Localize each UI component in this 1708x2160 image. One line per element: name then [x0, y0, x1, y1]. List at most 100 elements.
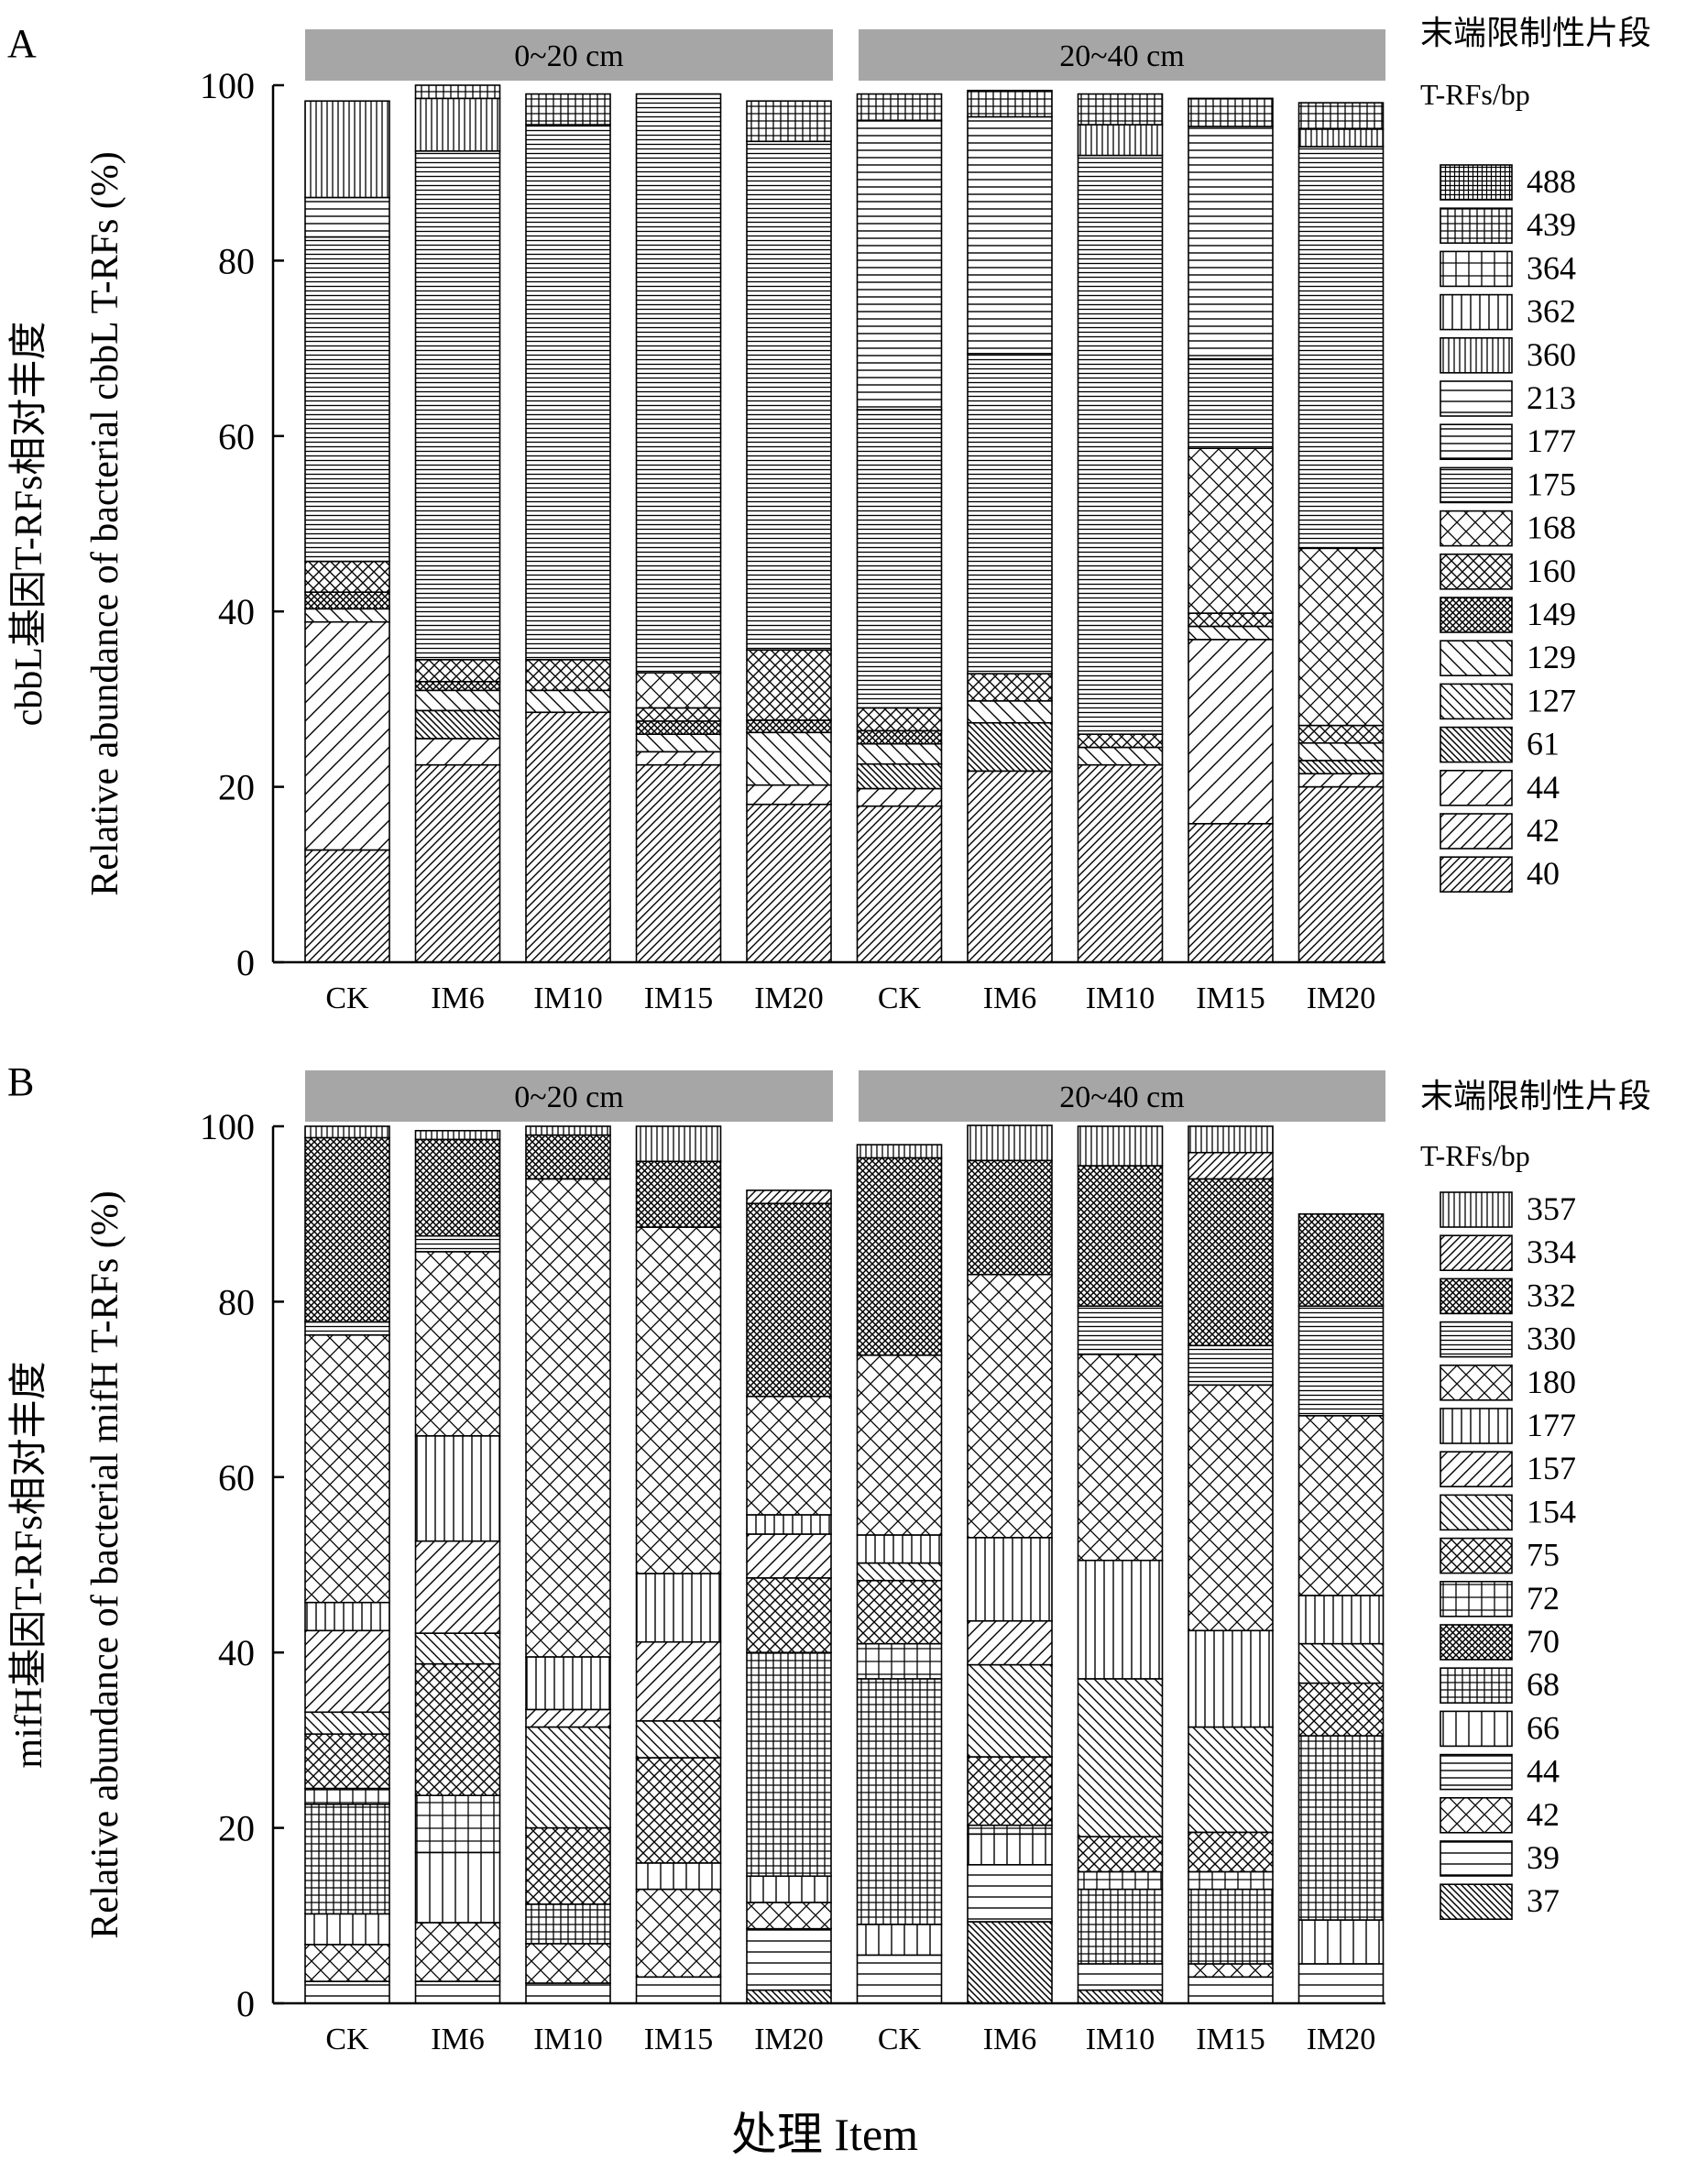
pa-legend-title-cn: 末端限制性片段: [1420, 15, 1651, 51]
pb-bar-4-seg-66: [746, 1875, 832, 1903]
pa-bar-5-seg-175: [856, 409, 943, 709]
pa-bar-9-seg-175: [1297, 146, 1385, 550]
pa-category-label-3: IM15: [644, 981, 714, 1015]
pb-bar-1-seg-72: [414, 1794, 501, 1854]
pa-bar-7-seg-40: [1077, 763, 1164, 963]
pb-ylabel-en: Relative abundance of bacterial mifH T-R…: [84, 1190, 126, 1938]
pb-legend-title-cn: 末端限制性片段: [1420, 1078, 1651, 1114]
pb-legend-swatch-72: [1440, 1581, 1513, 1617]
pb-bar-4-seg-39: [746, 1927, 832, 1991]
pa-legend-swatch-61: [1440, 726, 1513, 763]
pa-bar-8-seg-160: [1188, 612, 1274, 628]
pa-bar-0-seg-44: [304, 620, 390, 851]
pb-bar-7-seg-68: [1077, 1888, 1164, 1965]
pb-bar-7-seg-177: [1077, 1559, 1164, 1680]
pb-legend-swatch-39: [1440, 1840, 1513, 1877]
pa-category-label-9: IM20: [1307, 981, 1376, 1015]
pb-bar-3-seg-75: [635, 1757, 722, 1864]
pb-bar-1-seg-357: [414, 1129, 501, 1141]
pa-legend-label-362: 362: [1527, 293, 1576, 330]
pb-category-label-3: IM15: [644, 2023, 714, 2056]
pb-bar-2-seg-157: [525, 1708, 611, 1728]
pb-bar-8-seg-357: [1188, 1125, 1274, 1154]
pa-legend-label-175: 175: [1527, 466, 1576, 502]
pb-bar-9-seg-180: [1297, 1415, 1385, 1596]
pb-bar-8-seg-68: [1188, 1888, 1274, 1965]
pa-bar-5-seg-149: [856, 729, 943, 745]
pb-bar-8-seg-177: [1188, 1629, 1274, 1728]
pb-bar-6-seg-66: [967, 1833, 1053, 1866]
pb-y-tick-label-1: 20: [218, 1808, 255, 1849]
pb-bar-5-seg-357: [856, 1144, 943, 1159]
pb-legend-label-177: 177: [1527, 1407, 1576, 1443]
pb-bar-0-seg-154: [304, 1711, 390, 1736]
pa-bar-9-seg-439: [1297, 102, 1385, 130]
pa-bar-4-seg-149: [746, 719, 832, 734]
pb-bar-0-seg-177: [304, 1601, 390, 1632]
pa-bar-1-seg-149: [414, 680, 501, 692]
pa-bar-6-seg-160: [967, 673, 1053, 702]
pa-bar-1-seg-360: [414, 97, 501, 152]
pb-legend-label-157: 157: [1527, 1450, 1576, 1486]
pb-bar-6-seg-75: [967, 1756, 1053, 1826]
pa-bar-1-seg-40: [414, 763, 501, 963]
pa-bar-6-seg-61: [967, 721, 1053, 773]
pb-bar-3-seg-332: [635, 1160, 722, 1228]
pa-bar-0-seg-129: [304, 608, 390, 623]
pa-category-label-1: IM6: [431, 981, 485, 1015]
pa-legend-swatch-175: [1440, 466, 1513, 504]
pb-bar-2-seg-177: [525, 1656, 611, 1711]
pb-legend-label-68: 68: [1527, 1666, 1560, 1703]
pb-ylabel-cn: mifH基因T-RFs相对丰度: [8, 1361, 50, 1768]
pa-y-tick-label-5: 100: [200, 65, 255, 106]
pa-bar-9-seg-360: [1297, 128, 1385, 148]
pb-bar-9-seg-39: [1297, 1963, 1385, 2004]
pa-legend-label-44: 44: [1527, 769, 1560, 806]
pb-legend-swatch-332: [1440, 1277, 1513, 1315]
pb-legend-label-66: 66: [1527, 1709, 1560, 1746]
pb-bar-4-seg-68: [746, 1651, 832, 1878]
pa-category-label-2: IM10: [533, 981, 603, 1015]
pb-bar-0-seg-42: [304, 1944, 390, 1982]
pb-legend-label-42: 42: [1527, 1796, 1560, 1833]
pb-bar-0-seg-157: [304, 1629, 390, 1714]
pb-legend-swatch-70: [1440, 1624, 1513, 1661]
pb-bar-1-seg-42: [414, 1922, 501, 1982]
pa-bar-8-seg-175: [1188, 357, 1274, 449]
pa-bar-3-seg-149: [635, 720, 722, 735]
pb-legend-swatch-75: [1440, 1537, 1513, 1574]
pb-bar-0-seg-72: [304, 1787, 390, 1805]
pb-y-tick-label-2: 40: [218, 1632, 255, 1673]
pb-legend-swatch-42: [1440, 1797, 1513, 1834]
pb-bar-1-seg-177: [414, 1435, 501, 1542]
pb-legend-label-357: 357: [1527, 1190, 1576, 1227]
pb-legend-swatch-157: [1440, 1451, 1513, 1487]
pa-bar-0-seg-160: [304, 560, 390, 593]
pb-category-label-9: IM20: [1307, 2023, 1376, 2056]
pa-bar-8-seg-177: [1188, 126, 1274, 360]
pb-bar-8-seg-334: [1188, 1151, 1274, 1180]
pa-bar-6-seg-177: [967, 115, 1053, 355]
pa-bar-0-seg-149: [304, 591, 390, 610]
pb-bar-7-seg-39: [1077, 1963, 1164, 1991]
pb-legend-swatch-37: [1440, 1883, 1513, 1920]
pb-bar-9-seg-68: [1297, 1735, 1385, 1921]
pb-bar-1-seg-154: [414, 1632, 501, 1665]
pa-bar-3-seg-129: [635, 733, 722, 753]
pb-bar-4-seg-332: [746, 1202, 832, 1398]
pb-category-label-6: IM6: [983, 2023, 1037, 2056]
pa-legend-swatch-42: [1440, 813, 1513, 850]
pb-legend-swatch-154: [1440, 1494, 1513, 1531]
pa-bar-1-seg-160: [414, 659, 501, 683]
pa-bar-8-seg-40: [1188, 822, 1274, 963]
pb-legend-label-44: 44: [1527, 1753, 1560, 1790]
pb-y-tick-label-4: 80: [218, 1281, 255, 1322]
pb-bar-7-seg-330: [1077, 1305, 1164, 1355]
pb-bar-5-seg-180: [856, 1354, 943, 1536]
pb-category-label-8: IM15: [1196, 2023, 1265, 2056]
pb-depth-header-0: [305, 1070, 833, 1122]
pa-bar-7-seg-439: [1077, 93, 1164, 126]
pb-bar-2-seg-42: [525, 1943, 611, 1984]
pb-bar-8-seg-154: [1188, 1726, 1274, 1834]
pb-bar-1-seg-332: [414, 1138, 501, 1237]
